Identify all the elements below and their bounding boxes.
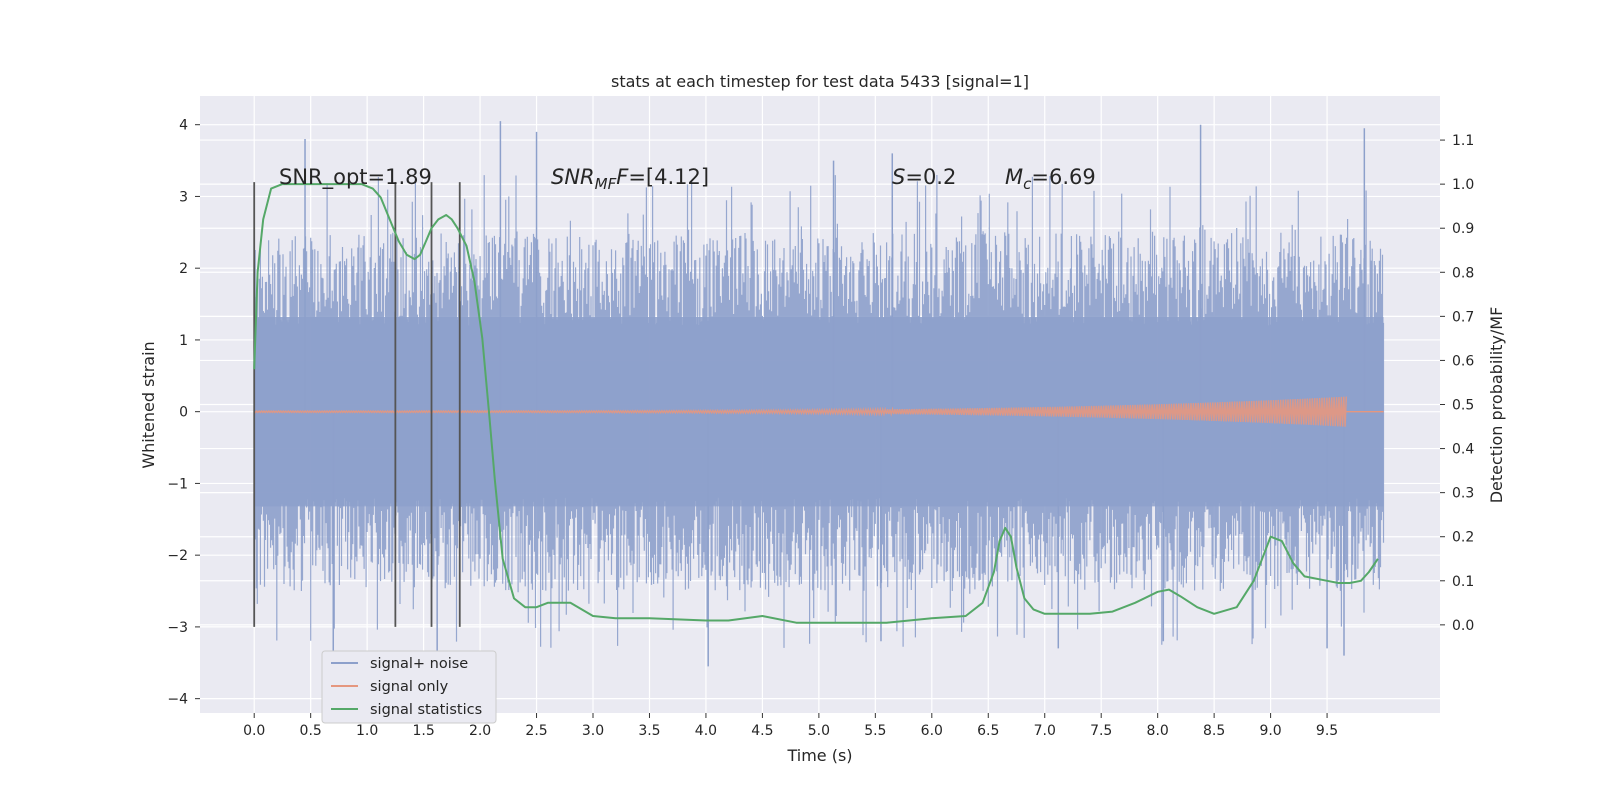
x-tick-label-8: 4.0 — [695, 723, 717, 739]
annotation-snr-mf-symbol: SNR — [551, 165, 595, 189]
x-tick-label-5: 2.5 — [525, 723, 547, 739]
y-left-axis-ticks: 4 3 2 1 0 −1 −2 −3 −4 — [167, 118, 200, 708]
x-tick-label-18: 9.0 — [1259, 723, 1281, 739]
y-right-tick-label-10: 0.1 — [1452, 574, 1474, 590]
y-left-tick-label-2: 2 — [179, 261, 188, 277]
series-signal-statistics — [253, 183, 1379, 624]
series-signal-only — [253, 396, 1384, 427]
x-tick-label-6: 3.0 — [582, 723, 604, 739]
chart-title: stats at each timestep for test data 543… — [611, 72, 1029, 91]
annotation-mc-value: =6.69 — [1031, 165, 1095, 189]
x-tick-label-11: 5.5 — [864, 723, 886, 739]
annotation-mc-subscript: c — [1023, 175, 1032, 193]
x-axis-label: Time (s) — [786, 746, 852, 765]
y-right-tick-label-3: 0.8 — [1452, 265, 1474, 281]
y-right-tick-label-2: 0.9 — [1452, 221, 1474, 237]
legend-box — [321, 650, 497, 724]
signal-statistics-line — [253, 183, 1379, 624]
annotation-snr-mf: SNRMFF=[4.12] — [551, 165, 709, 193]
annotation-s-value: =0.2 — [905, 165, 956, 189]
y-right-tick-label-8: 0.3 — [1452, 486, 1474, 502]
y-right-tick-label-6: 0.5 — [1452, 398, 1474, 414]
x-tick-label-16: 8.0 — [1147, 723, 1169, 739]
x-tick-label-1: 0.5 — [300, 723, 322, 739]
annotation-s: S=0.2 — [892, 165, 956, 189]
y-left-tick-label-8: −4 — [167, 692, 188, 708]
annotation-snr-opt: SNR_opt=1.89 — [279, 165, 432, 190]
y-left-axis-label: Whitened strain — [139, 341, 158, 468]
x-tick-label-19: 9.5 — [1316, 723, 1338, 739]
x-tick-label-12: 6.0 — [921, 723, 943, 739]
x-tick-label-9: 4.5 — [751, 723, 773, 739]
x-tick-label-0: 0.0 — [243, 723, 265, 739]
y-right-tick-label-1: 1.0 — [1452, 177, 1474, 193]
y-right-tick-label-5: 0.6 — [1452, 353, 1474, 369]
y-right-axis-ticks: 1.1 1.0 0.9 0.8 0.7 0.6 0.5 0.4 0.3 0.2 0.1 0.0 — [1440, 133, 1474, 634]
y-left-tick-label-6: −2 — [167, 548, 188, 564]
y-right-tick-label-7: 0.4 — [1452, 442, 1474, 458]
y-right-tick-label-4: 0.7 — [1452, 309, 1474, 325]
x-tick-label-13: 6.5 — [977, 723, 999, 739]
legend: signal+ noise signal only signal statist… — [321, 650, 497, 724]
annotation-snr-mf-value: =[4.12] — [628, 165, 709, 189]
y-left-tick-label-0: 4 — [179, 118, 188, 134]
y-left-tick-label-7: −3 — [167, 620, 188, 636]
legend-label-signal-noise: signal+ noise — [370, 656, 468, 672]
y-right-tick-label-11: 0.0 — [1452, 618, 1474, 634]
y-right-axis-label: Detection probability/MF — [1487, 307, 1506, 504]
x-tick-label-2: 1.0 — [356, 723, 378, 739]
x-tick-label-4: 2.0 — [469, 723, 491, 739]
x-axis-ticks: 0.0 0.5 1.0 1.5 2.0 2.5 3.0 3.5 4.0 4.5 5.0 5.5 6.0 6… — [243, 713, 1338, 739]
y-right-tick-label-9: 0.2 — [1452, 530, 1474, 546]
y-left-tick-label-5: −1 — [167, 476, 188, 492]
y-left-tick-label-4: 0 — [179, 405, 188, 421]
annotation-mc: Mc=6.69 — [1005, 165, 1096, 193]
x-tick-label-17: 8.5 — [1203, 723, 1225, 739]
legend-label-signal-only: signal only — [370, 679, 449, 695]
x-tick-label-3: 1.5 — [412, 723, 434, 739]
annotation-mc-symbol: M — [1005, 165, 1023, 189]
y-left-tick-label-1: 3 — [179, 189, 188, 205]
vertical-marker-lines — [253, 182, 461, 627]
x-tick-label-15: 7.5 — [1090, 723, 1112, 739]
signal-only-line — [253, 396, 1347, 427]
y-left-tick-label-3: 1 — [179, 333, 188, 349]
legend-label-signal-statistics: signal statistics — [370, 702, 482, 718]
annotation-snr-mf-subscript: MF — [595, 175, 617, 193]
x-tick-label-14: 7.0 — [1034, 723, 1056, 739]
x-tick-label-10: 5.0 — [808, 723, 830, 739]
annotation-s-symbol: S — [892, 165, 905, 189]
x-tick-label-7: 3.5 — [638, 723, 660, 739]
y-right-tick-label-0: 1.1 — [1452, 133, 1474, 149]
